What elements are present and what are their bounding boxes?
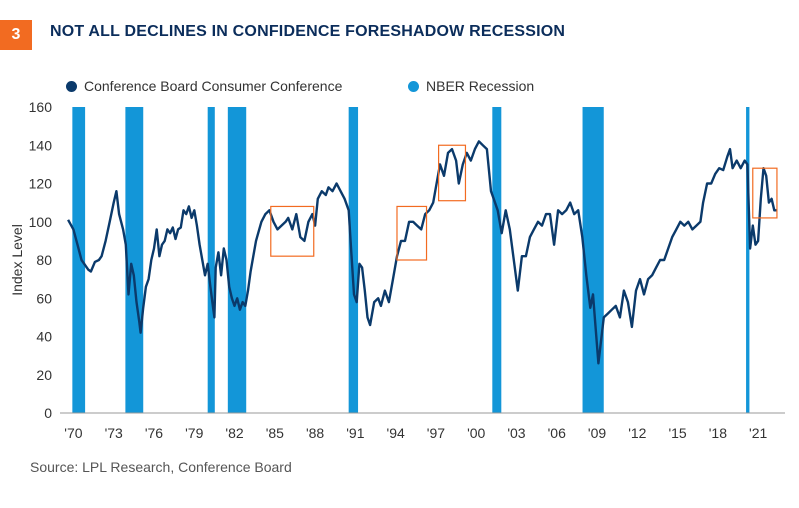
recession-band: [227, 107, 247, 413]
x-tick-label: '15: [668, 425, 686, 441]
recession-band: [207, 107, 215, 413]
x-tick-label: '91: [346, 425, 364, 441]
x-tick-label: '70: [64, 425, 82, 441]
x-tick-label: '00: [467, 425, 485, 441]
legend-item-recession: NBER Recession: [408, 78, 534, 94]
y-tick-label: 140: [29, 137, 53, 153]
x-tick-label: '85: [266, 425, 284, 441]
y-tick-label: 100: [29, 214, 53, 230]
chart-legend: Conference Board Consumer Conference NBE…: [0, 78, 799, 98]
highlight-box: [270, 205, 315, 257]
recession-band: [492, 107, 502, 413]
x-tick-label: '82: [225, 425, 243, 441]
x-tick-label: '12: [628, 425, 646, 441]
highlight-box: [752, 167, 778, 219]
highlight-box: [396, 205, 428, 261]
recession-band: [72, 107, 86, 413]
x-tick-label: '79: [185, 425, 203, 441]
x-tick-label: '18: [709, 425, 727, 441]
y-tick-label: 0: [44, 405, 52, 421]
legend-label-recession: NBER Recession: [426, 78, 535, 94]
chart-number-badge: 3: [0, 20, 32, 50]
highlight-box: [438, 144, 467, 202]
x-tick-label: '97: [427, 425, 445, 441]
x-tick-label: '21: [749, 425, 767, 441]
legend-label-consumer-confidence: Conference Board Consumer Conference: [84, 78, 343, 94]
x-tick-label: '94: [387, 425, 405, 441]
y-tick-label: 160: [29, 99, 53, 115]
recession-band: [746, 107, 750, 413]
y-tick-label: 120: [29, 176, 53, 192]
series-line-consumer-confidence: [67, 140, 777, 365]
legend-swatch-consumer-confidence: [66, 80, 77, 92]
x-tick-label: '06: [548, 425, 566, 441]
y-axis-label: Index Level: [9, 224, 25, 296]
x-tick-label: '73: [105, 425, 123, 441]
legend-swatch-recession: [408, 80, 419, 92]
source-note: Source: LPL Research, Conference Board: [30, 459, 292, 475]
y-tick-label: 80: [36, 252, 52, 268]
y-tick-label: 40: [36, 329, 52, 345]
recession-band: [348, 107, 359, 413]
x-tick-label: '88: [306, 425, 324, 441]
chart-number: 3: [11, 26, 21, 43]
recession-band: [125, 107, 144, 413]
x-tick-label: '76: [145, 425, 163, 441]
y-tick-label: 20: [36, 367, 52, 383]
chart-title: NOT ALL DECLINES IN CONFIDENCE FORESHADO…: [50, 23, 566, 40]
legend-item-consumer-confidence: Conference Board Consumer Conference: [66, 78, 342, 94]
y-tick-label: 60: [36, 290, 52, 306]
x-tick-label: '09: [588, 425, 606, 441]
recession-band: [582, 107, 604, 413]
x-tick-label: '03: [507, 425, 525, 441]
